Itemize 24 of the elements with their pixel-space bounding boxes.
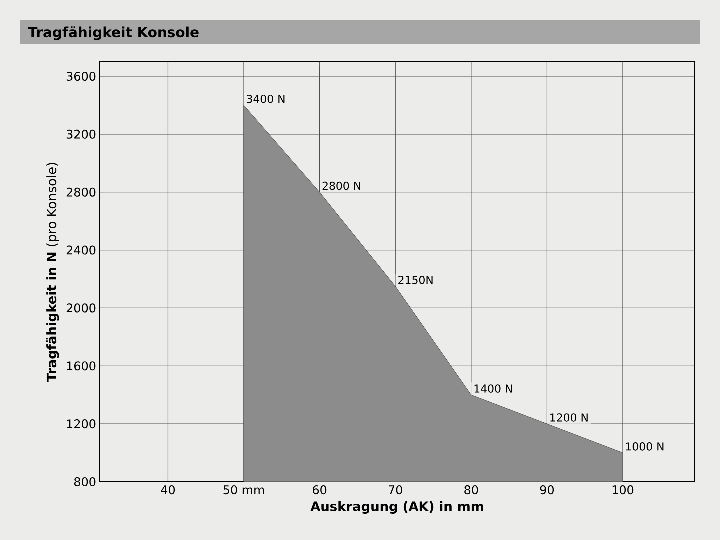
y-tick-label: 2800: [66, 188, 96, 197]
y-tick-label: 1600: [67, 362, 96, 371]
text: 1200 N: [550, 414, 588, 422]
text: 2150N: [398, 276, 433, 284]
x-tick-label: 40: [161, 486, 176, 495]
y-tick-label: 2400: [66, 246, 96, 255]
chart-title: Tragfähigkeit Konsole: [28, 26, 199, 40]
x-tick-label: 50 mm: [224, 486, 264, 495]
y-tick-label: 3600: [66, 72, 96, 81]
y-tick-label: 3200: [66, 130, 96, 139]
text: 2800 N: [322, 182, 360, 190]
y-tick-label: 800: [74, 477, 96, 487]
x-tick-label: 100: [612, 486, 634, 495]
text: 3400 N: [247, 94, 285, 104]
text: 1400 N: [474, 384, 512, 393]
x-tick-label: 80: [464, 486, 478, 495]
x-tick-label: 60: [313, 486, 327, 495]
y-tick-label: 1200: [67, 420, 96, 429]
y-axis-title: Tragfähigkeit in N (pro Konsole): [46, 163, 60, 382]
text: 1000 N: [626, 442, 664, 451]
x-tick-label: 70: [388, 486, 402, 495]
x-axis-title: Auskragung (AK) in mm: [310, 501, 484, 514]
x-tick-label: 90: [540, 486, 554, 495]
y-tick-label: 2000: [66, 304, 96, 313]
